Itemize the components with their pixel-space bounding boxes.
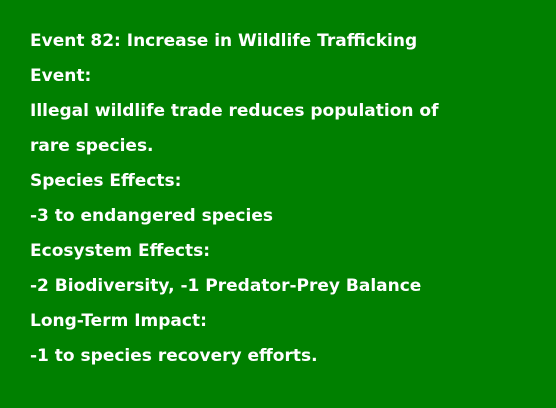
species-effects-heading: Species Effects:: [30, 171, 182, 191]
event-section-heading: Event:: [30, 66, 92, 86]
ecosystem-effects-heading: Ecosystem Effects:: [30, 241, 211, 261]
species-effects-value: -3 to endangered species: [30, 206, 273, 226]
long-term-impact-value: -1 to species recovery efforts.: [30, 346, 318, 366]
long-term-impact-heading: Long-Term Impact:: [30, 311, 207, 331]
event-description-line-2: rare species.: [30, 136, 154, 156]
event-description-line-1: Illegal wildlife trade reduces populatio…: [30, 101, 439, 121]
event-title: Event 82: Increase in Wildlife Trafficki…: [30, 31, 418, 51]
ecosystem-effects-value: -2 Biodiversity, -1 Predator-Prey Balanc…: [30, 276, 422, 296]
